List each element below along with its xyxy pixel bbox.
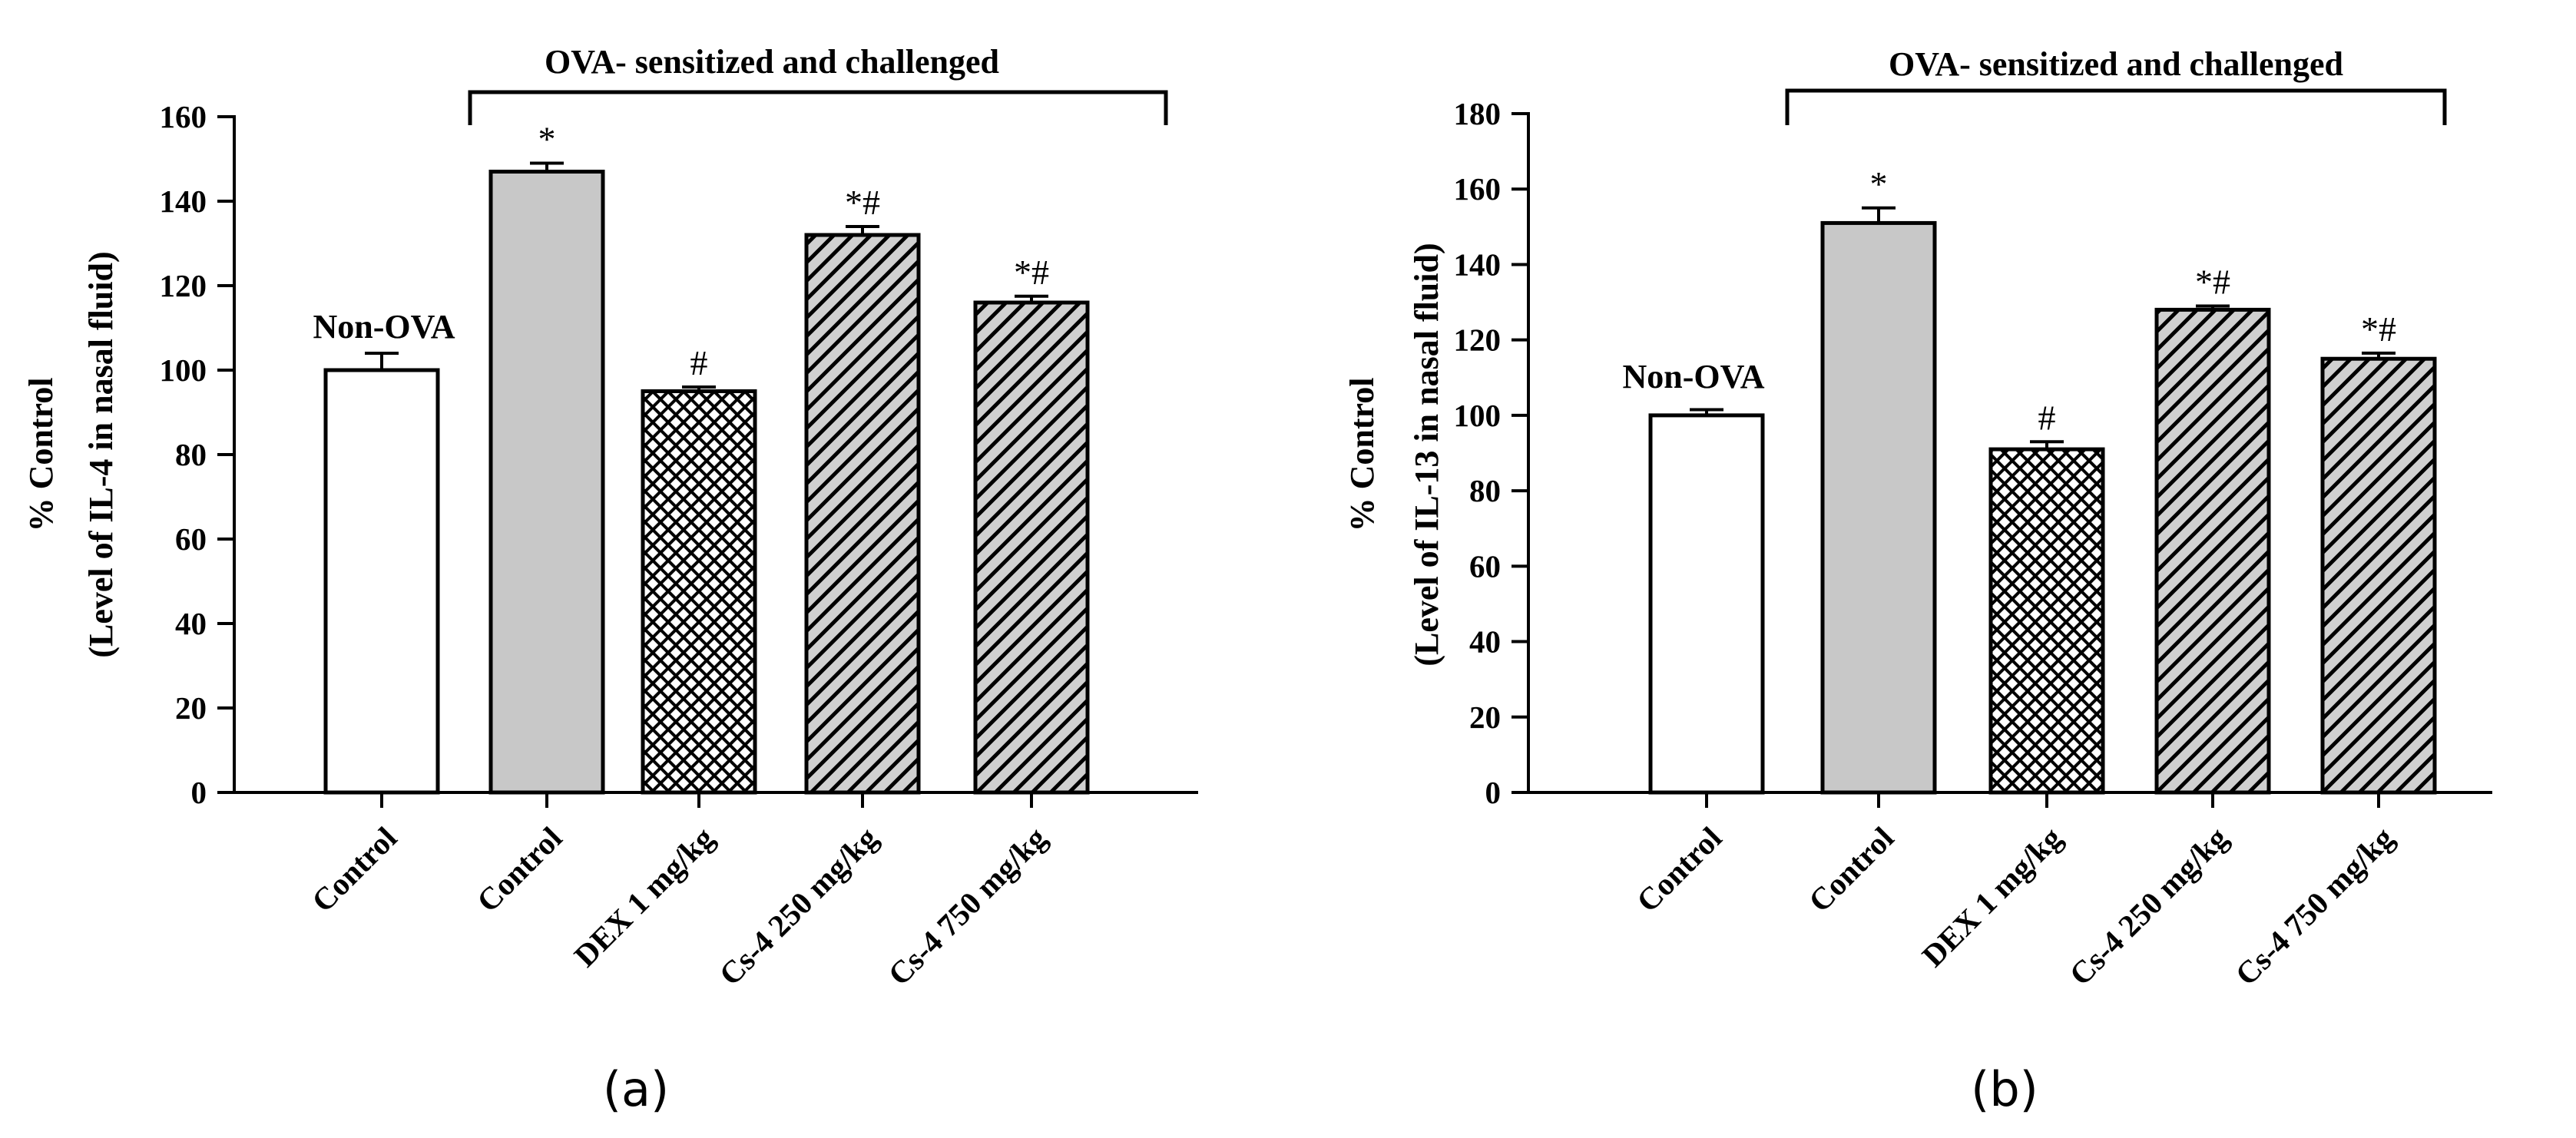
chart-panel-a: 0 20 40 60 80 100 120 140 160 % Control (Level of …	[22, 43, 1198, 1117]
bar-3	[641, 389, 757, 795]
y-tick-label: 0	[1485, 775, 1502, 810]
bar-3	[1988, 447, 2105, 795]
y-axis-label-line1: % Control	[22, 378, 60, 532]
x-category-label-2: Control	[470, 820, 569, 919]
bar-1	[1648, 413, 1765, 795]
significance-label-4: *#	[2195, 262, 2230, 301]
bar-5	[973, 300, 1090, 795]
significance-label-5: *#	[1014, 253, 1049, 292]
y-tick-label: 100	[1454, 398, 1502, 433]
bar-4	[804, 233, 921, 795]
y-tick-label: 0	[191, 775, 207, 810]
bar-1	[323, 368, 440, 795]
significance-label-2: *	[1870, 164, 1888, 203]
group-label-non-ova: Non-OVA	[1622, 358, 1764, 395]
significance-label-3: #	[2038, 398, 2056, 437]
x-category-label-5: Cs-4 750 mg/kg	[2228, 819, 2401, 992]
significance-label-2: *	[538, 120, 556, 159]
y-tick-label: 180	[1454, 96, 1502, 131]
y-axis-label-line2: (Level of IL-4 in nasal fluid)	[82, 251, 120, 657]
x-category-label-1: Control	[1630, 820, 1729, 919]
significance-label-5: *#	[2361, 309, 2396, 349]
x-category-label-3: DEX 1 mg/kg	[567, 819, 720, 973]
y-tick-label: 80	[1469, 473, 1501, 508]
ova-bracket	[468, 90, 1168, 125]
x-category-label-3: DEX 1 mg/kg	[1915, 819, 2068, 973]
x-category-label-1: Control	[305, 820, 404, 919]
y-tick-label: 80	[175, 437, 207, 472]
bar-4	[2154, 307, 2271, 795]
y-tick-label: 120	[1454, 323, 1502, 358]
bracket-label: OVA- sensitized and challenged	[545, 43, 999, 81]
x-category-label-2: Control	[1802, 820, 1901, 919]
x-category-label-4: Cs-4 250 mg/kg	[712, 819, 885, 992]
significance-label-4: *#	[845, 183, 880, 222]
significance-label-3: #	[690, 343, 708, 382]
x-category-label-4: Cs-4 250 mg/kg	[2062, 819, 2235, 992]
y-axis-label-line1: % Control	[1343, 378, 1381, 532]
x-category-label-5: Cs-4 750 mg/kg	[881, 819, 1054, 992]
y-tick-label: 140	[1454, 246, 1502, 282]
y-tick-label: 120	[160, 268, 207, 303]
ova-bracket	[1785, 88, 2447, 125]
chart-panel-b: 0 20 40 60 80 100 120 140 160 180 % Control (Level …	[1343, 45, 2492, 1117]
panel-label: (a)	[603, 1061, 669, 1117]
bar-5	[2320, 356, 2437, 795]
y-tick-label: 160	[160, 99, 207, 134]
y-tick-label: 20	[1469, 700, 1501, 735]
bracket-label: OVA- sensitized and challenged	[1889, 45, 2343, 83]
group-label-non-ova: Non-OVA	[313, 308, 455, 346]
y-tick-label: 140	[160, 184, 207, 219]
y-axis-label-line2: (Level of IL-13 in nasal fluid)	[1408, 243, 1445, 666]
y-tick-label: 20	[175, 690, 207, 726]
bar-2	[1820, 220, 1937, 795]
y-tick-label: 160	[1454, 171, 1502, 207]
y-tick-label: 100	[160, 352, 207, 388]
y-tick-label: 60	[175, 521, 207, 557]
bar-2	[488, 170, 605, 795]
y-tick-label: 40	[175, 606, 207, 641]
y-tick-label: 60	[1469, 548, 1501, 584]
panel-label: (b)	[1971, 1061, 2038, 1117]
y-tick-label: 40	[1469, 624, 1501, 660]
